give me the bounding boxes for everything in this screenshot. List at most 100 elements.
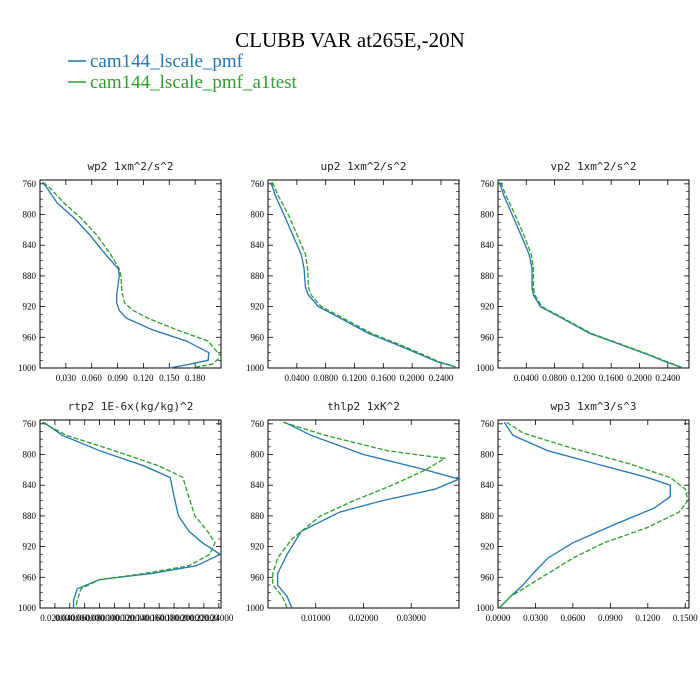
x-tick-label: 0.16000 xyxy=(145,613,175,623)
x-tick-label: 0.180 xyxy=(185,373,206,383)
series-line-0 xyxy=(270,182,458,369)
panel-5: wp3 1xm^3/s^3 760 800 840 880 920 960 10000.000… xyxy=(476,400,698,623)
x-tick-label: 0.150 xyxy=(159,373,180,383)
x-tick-label: 0.030 xyxy=(56,373,77,383)
y-tick-label: 1000 xyxy=(246,363,265,373)
x-tick-label: 0.18000 xyxy=(159,613,189,623)
y-tick-label: 880 xyxy=(23,271,37,281)
y-tick-label: 1000 xyxy=(18,603,37,613)
x-tick-label: 0.0800 xyxy=(542,373,567,383)
series-line-1 xyxy=(272,421,447,609)
y-tick-label: 840 xyxy=(481,480,495,490)
x-tick-label: 0.20000 xyxy=(174,613,204,623)
y-tick-label: 840 xyxy=(23,240,37,250)
x-tick-label: 0.02000 xyxy=(40,613,70,623)
y-tick-label: 760 xyxy=(481,419,495,429)
y-tick-label: 1000 xyxy=(246,603,265,613)
panel-title: rtp2 1E-6x(kg/kg)^2 xyxy=(68,400,194,413)
y-tick-label: 880 xyxy=(251,511,265,521)
panel-1: up2 1xm^2/s^2 760 800 840 880 920 960 1000 0.040… xyxy=(246,160,460,383)
panel-title: up2 1xm^2/s^2 xyxy=(320,160,406,173)
x-tick-label: 0.12000 xyxy=(115,613,145,623)
y-tick-label: 840 xyxy=(251,240,265,250)
y-tick-label: 960 xyxy=(251,572,265,582)
x-tick-label: 0.0000 xyxy=(486,613,511,623)
x-tick-label: 0.04000 xyxy=(55,613,85,623)
y-tick-label: 800 xyxy=(251,210,265,220)
plot-frame xyxy=(497,179,690,369)
x-tick-label: 0.0400 xyxy=(284,373,309,383)
plot-frame xyxy=(39,419,222,609)
x-tick-label: 0.1200 xyxy=(342,373,367,383)
y-tick-label: 840 xyxy=(481,240,495,250)
series-line-0 xyxy=(43,421,222,608)
x-tick-label: 0.2000 xyxy=(627,373,652,383)
panel-title: vp2 1xm^2/s^2 xyxy=(550,160,636,173)
y-tick-label: 960 xyxy=(481,332,495,342)
x-tick-label: 0.24000 xyxy=(204,613,234,623)
y-tick-label: 800 xyxy=(251,450,265,460)
plot-frame xyxy=(497,419,690,609)
y-tick-label: 880 xyxy=(23,511,37,521)
x-tick-label: 0.090 xyxy=(107,373,128,383)
plot-frame xyxy=(267,419,460,609)
x-tick-label: 0.1600 xyxy=(371,373,396,383)
x-tick-label: 0.02000 xyxy=(349,613,379,623)
x-tick-label: 0.1600 xyxy=(599,373,624,383)
x-tick-label: 0.06000 xyxy=(70,613,100,623)
y-tick-label: 880 xyxy=(481,511,495,521)
y-tick-label: 1000 xyxy=(18,363,37,373)
series-line-1 xyxy=(500,182,684,369)
y-tick-label: 920 xyxy=(481,302,495,312)
y-tick-label: 840 xyxy=(23,480,37,490)
panel-title: thlp2 1xK^2 xyxy=(327,400,400,413)
y-tick-label: 760 xyxy=(23,179,37,189)
x-tick-label: 0.0600 xyxy=(561,613,586,623)
x-tick-label: 0.0900 xyxy=(598,613,623,623)
y-tick-label: 920 xyxy=(481,542,495,552)
y-tick-label: 840 xyxy=(251,480,265,490)
x-tick-label: 0.2400 xyxy=(429,373,454,383)
x-tick-label: 0.01000 xyxy=(301,613,331,623)
panel-4: thlp2 1xK^2 760 800 840 880 920 960 1000 0.01000… xyxy=(246,400,461,623)
series-line-1 xyxy=(498,421,689,609)
y-tick-label: 920 xyxy=(23,542,37,552)
y-tick-label: 880 xyxy=(251,271,265,281)
series-line-0 xyxy=(42,181,210,369)
x-tick-label: 0.0400 xyxy=(514,373,539,383)
panels: wp2 1xm^2/s^2 760 800 840 880 920 960 1000 0.030… xyxy=(18,160,698,623)
x-tick-label: 0.08000 xyxy=(85,613,115,623)
y-tick-label: 800 xyxy=(23,210,37,220)
plot-frame xyxy=(267,179,460,369)
x-tick-label: 0.1500 xyxy=(673,613,698,623)
x-tick-label: 0.1200 xyxy=(635,613,660,623)
y-tick-label: 760 xyxy=(251,419,265,429)
series-line-0 xyxy=(498,182,684,369)
y-tick-label: 1000 xyxy=(476,363,495,373)
y-tick-label: 960 xyxy=(23,332,37,342)
x-tick-label: 0.14000 xyxy=(130,613,160,623)
y-tick-label: 760 xyxy=(23,419,37,429)
series-line-1 xyxy=(42,181,222,369)
panel-title: wp3 1xm^3/s^3 xyxy=(550,400,636,413)
legend: cam144_lscale_pmf cam144_lscale_pmf_a1te… xyxy=(68,51,298,93)
y-tick-label: 760 xyxy=(481,179,495,189)
legend-label-1: cam144_lscale_pmf_a1test xyxy=(90,72,298,93)
y-tick-label: 920 xyxy=(23,302,37,312)
series-line-0 xyxy=(498,421,671,609)
y-tick-label: 880 xyxy=(481,271,495,281)
x-tick-label: 0.120 xyxy=(133,373,154,383)
y-tick-label: 800 xyxy=(481,210,495,220)
x-tick-label: 0.060 xyxy=(82,373,103,383)
figure-title: CLUBB VAR at265E,-20N xyxy=(235,28,465,52)
x-tick-label: 0.2400 xyxy=(655,373,680,383)
y-tick-label: 760 xyxy=(251,179,265,189)
x-tick-label: 0.0300 xyxy=(523,613,548,623)
y-tick-label: 960 xyxy=(251,332,265,342)
y-tick-label: 800 xyxy=(481,450,495,460)
series-line-1 xyxy=(41,421,216,609)
panel-0: wp2 1xm^2/s^2 760 800 840 880 920 960 1000 0.030… xyxy=(18,160,222,383)
x-tick-label: 0.10000 xyxy=(100,613,130,623)
y-tick-label: 1000 xyxy=(476,603,495,613)
